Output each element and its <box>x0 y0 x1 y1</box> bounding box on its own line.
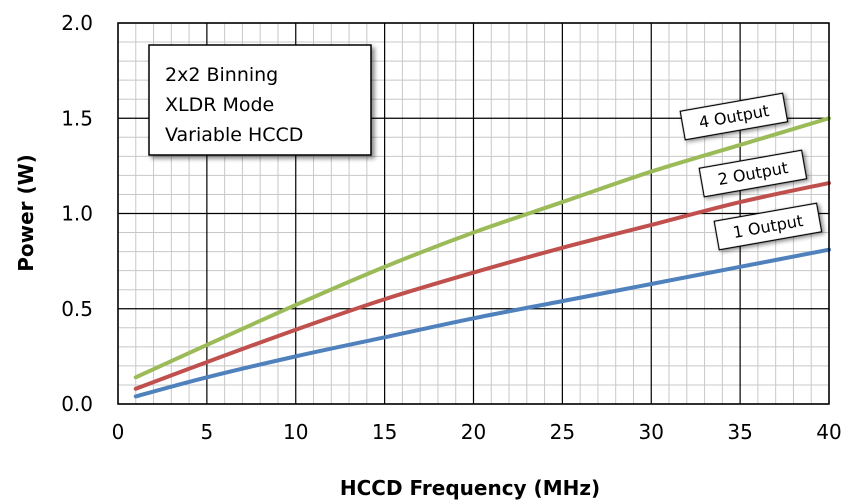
annotation-line-2: XLDR Mode <box>165 94 274 116</box>
plot-area-frame <box>117 22 830 405</box>
x-axis-tick-labels: 0 5 10 15 20 25 30 35 40 <box>112 420 842 444</box>
series-label-4-output: 4 Output <box>679 92 789 141</box>
annotation-line-3: Variable HCCD <box>165 124 303 146</box>
series-line-4-output <box>133 116 831 380</box>
series-label-4-output-frame <box>679 92 789 141</box>
series-label-1-output: 1 Output <box>713 202 823 251</box>
x-tick-label: 10 <box>283 420 308 444</box>
y-tick-label: 1.5 <box>61 106 93 130</box>
x-tick-label: 30 <box>639 420 664 444</box>
x-tick-label: 35 <box>727 420 752 444</box>
series-label-2-output: 2 Output <box>698 149 808 198</box>
x-tick-label: 5 <box>201 420 214 444</box>
series-lines <box>133 116 831 399</box>
y-tick-label: 0.0 <box>61 392 93 416</box>
x-tick-label: 40 <box>816 420 841 444</box>
y-tick-label: 2.0 <box>61 11 93 35</box>
annotation-box: 2x2 Binning XLDR Mode Variable HCCD <box>148 44 372 156</box>
x-tick-label: 25 <box>550 420 575 444</box>
x-axis-title: HCCD Frequency (MHz) <box>340 476 600 500</box>
y-axis-tick-labels: 0.0 0.5 1.0 1.5 2.0 <box>61 11 93 416</box>
annotation-box-frame <box>148 44 372 156</box>
x-tick-label: 20 <box>461 420 486 444</box>
y-tick-label: 0.5 <box>61 297 93 321</box>
x-tick-label: 15 <box>372 420 397 444</box>
annotation-line-1: 2x2 Binning <box>165 64 278 86</box>
series-line-1-output <box>133 247 831 399</box>
y-tick-label: 1.0 <box>61 202 93 226</box>
series-line-2-output <box>133 181 831 391</box>
x-tick-label: 0 <box>112 420 125 444</box>
y-axis-title: Power (W) <box>14 154 38 272</box>
series-label-2-output-frame <box>698 149 808 198</box>
series-label-1-output-frame <box>713 202 823 251</box>
